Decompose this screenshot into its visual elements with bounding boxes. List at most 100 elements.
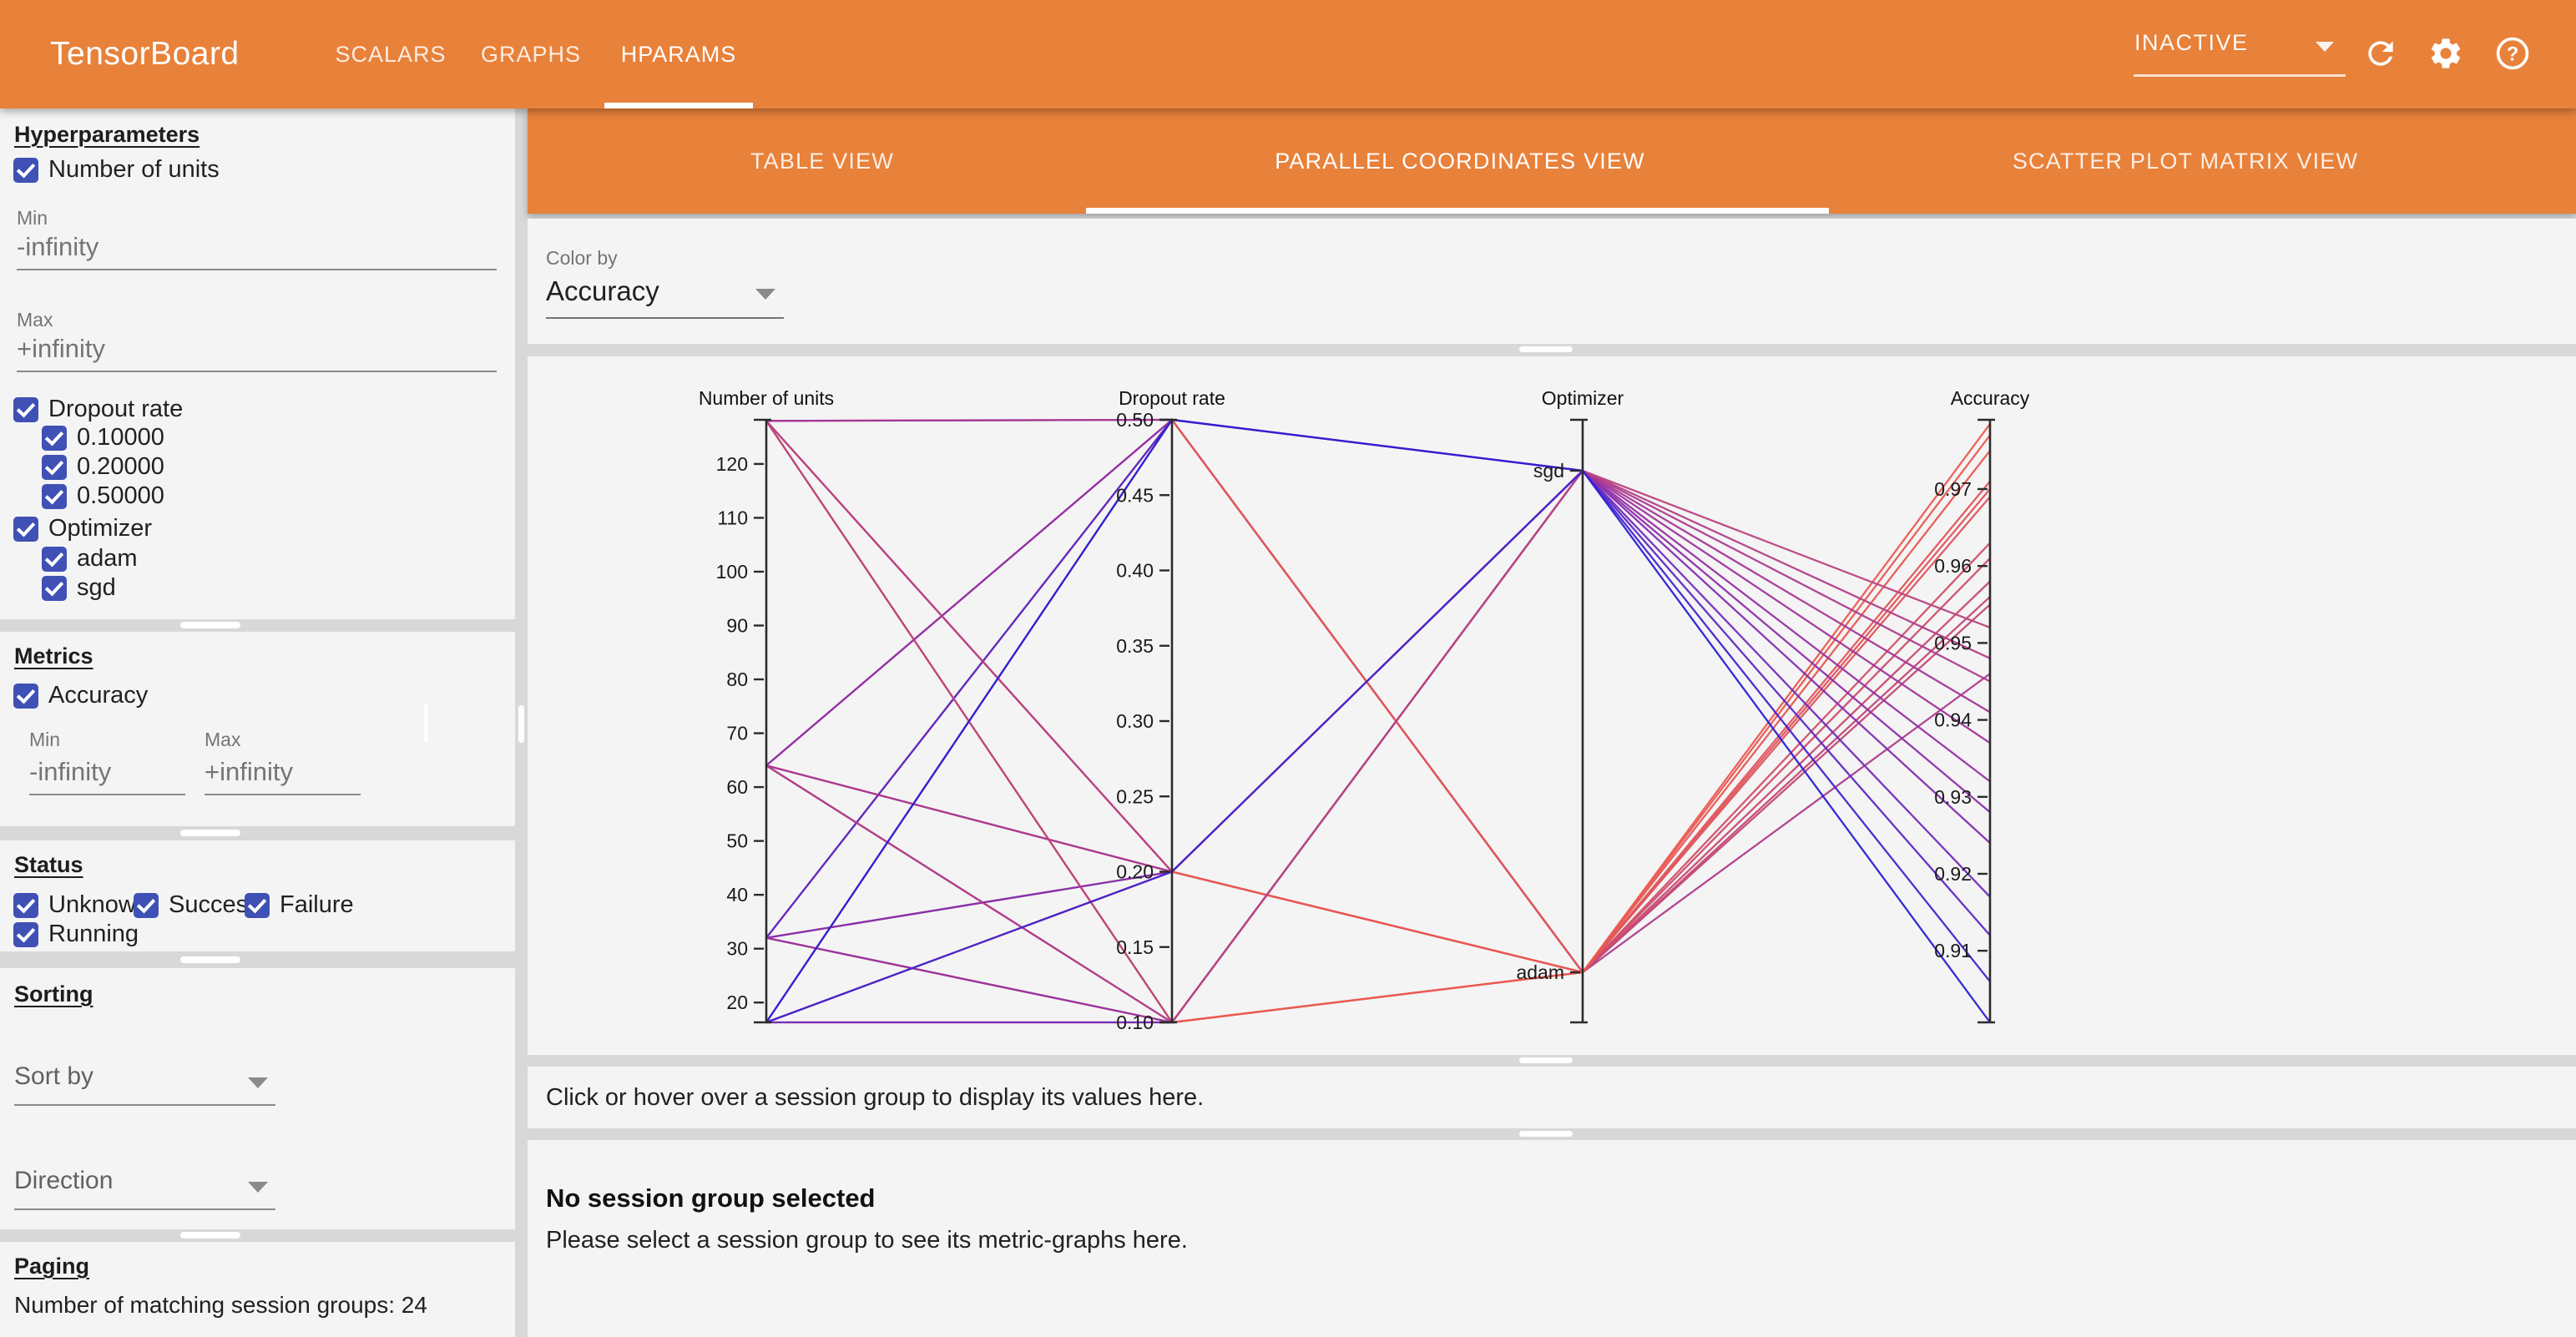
- panel-resize-handle[interactable]: [1519, 346, 1573, 352]
- session-group-line[interactable]: [765, 420, 1991, 1024]
- metric-graphs-card: No session group selected Please select …: [528, 1140, 2576, 1337]
- parallel-coordinates-chart[interactable]: Number of units 120 110 100 90 80 70 60 50 40 30 20…: [528, 356, 2576, 1055]
- hparam-min-input[interactable]: [17, 232, 497, 270]
- panel-resize-handle[interactable]: [1519, 1057, 1573, 1063]
- axis-title: Number of units: [699, 387, 834, 409]
- axis-optimizer[interactable]: Optimizer sgd adam: [1516, 387, 1624, 1024]
- hparam-max-input[interactable]: [17, 334, 497, 372]
- main-panel: TABLE VIEW PARALLEL COORDINATES VIEW SCATT…: [528, 0, 2576, 1337]
- status-running: Running: [13, 921, 139, 948]
- checkbox-checked-icon[interactable]: [42, 546, 67, 572]
- session-group-line[interactable]: [765, 418, 1991, 814]
- checkbox-label: Unknown: [48, 891, 149, 918]
- checkbox-checked-icon[interactable]: [13, 396, 38, 422]
- checkbox-checked-icon[interactable]: [42, 575, 67, 601]
- panel-resize-handle[interactable]: [180, 830, 240, 836]
- header-tab-graphs[interactable]: GRAPHS: [480, 41, 582, 67]
- sort-by-select[interactable]: Sort by: [14, 1062, 275, 1106]
- sidebar-section-metrics: Metrics Accuracy Min Max: [0, 632, 515, 826]
- session-group-line[interactable]: [765, 420, 1991, 874]
- checkbox-checked-icon[interactable]: [13, 157, 38, 183]
- runs-selector[interactable]: INACTIVE: [2134, 30, 2249, 55]
- help-icon[interactable]: ?: [2494, 35, 2531, 72]
- checkbox-checked-icon[interactable]: [13, 516, 38, 542]
- checkbox-checked-icon[interactable]: [134, 892, 159, 918]
- sidebar-section-paging: Paging Number of matching session groups…: [0, 1242, 515, 1337]
- sort-by-value: Sort by: [14, 1062, 94, 1090]
- hparam-dropout-rate: Dropout rate: [13, 396, 183, 423]
- checkbox-checked-icon[interactable]: [42, 454, 67, 480]
- panel-resize-handle[interactable]: [180, 622, 240, 628]
- header-tab-scalars[interactable]: SCALARS: [335, 41, 447, 67]
- view-tab-parallel-coordinates-view[interactable]: PARALLEL COORDINATES VIEW: [1275, 148, 1645, 174]
- axis-title: Optimizer: [1542, 387, 1624, 409]
- status-failure: Failure: [245, 891, 354, 919]
- axis-number-of-units[interactable]: Number of units 120 110 100 90 80 70 60 50 40 30 20: [699, 387, 834, 1024]
- svg-text:0.45: 0.45: [1116, 484, 1154, 506]
- svg-text:0.50: 0.50: [1116, 409, 1154, 431]
- sidebar-scrollbar[interactable]: [424, 704, 428, 743]
- view-tab-table-view[interactable]: TABLE VIEW: [750, 148, 895, 174]
- sidebar-section-sorting: Sorting Sort by Direction: [0, 968, 515, 1229]
- chevron-down-icon: [248, 1077, 268, 1088]
- section-heading: Status: [14, 852, 83, 877]
- sidebar-main-divider-handle[interactable]: [518, 705, 524, 743]
- panel-resize-handle[interactable]: [180, 1232, 240, 1239]
- direction-value: Direction: [14, 1167, 114, 1194]
- min-label: Min: [29, 729, 61, 750]
- chevron-down-icon: [248, 1182, 268, 1193]
- direction-select[interactable]: Direction: [14, 1167, 275, 1210]
- view-tab-scatter-plot-matrix-view[interactable]: SCATTER PLOT MATRIX VIEW: [2012, 148, 2359, 174]
- session-group-line[interactable]: [766, 580, 1991, 1024]
- svg-text:sgd: sgd: [1533, 460, 1564, 482]
- settings-gear-icon[interactable]: [2427, 35, 2464, 72]
- svg-text:0.40: 0.40: [1116, 560, 1154, 582]
- svg-text:60: 60: [726, 776, 748, 798]
- session-group-line[interactable]: [765, 488, 1991, 974]
- metric-min-input[interactable]: [29, 757, 185, 795]
- svg-text:0.92: 0.92: [1934, 863, 1972, 885]
- empty-state-title: No session group selected: [546, 1183, 876, 1213]
- checkbox-checked-icon[interactable]: [42, 425, 67, 451]
- session-group-line[interactable]: [765, 418, 1991, 1023]
- refresh-icon[interactable]: [2362, 35, 2399, 72]
- metric-max-input[interactable]: [205, 757, 361, 795]
- axis-title: Accuracy: [1951, 387, 2030, 409]
- svg-text:0.35: 0.35: [1116, 635, 1154, 657]
- chevron-down-icon: [755, 289, 775, 300]
- section-heading: Sorting: [14, 981, 93, 1007]
- session-group-line[interactable]: [765, 469, 1991, 1024]
- chevron-down-icon[interactable]: [2316, 42, 2334, 52]
- svg-text:80: 80: [726, 668, 748, 690]
- axis-accuracy[interactable]: Accuracy 0.97 0.96 0.95 0.94 0.93 0.92 0.91: [1934, 387, 2030, 1024]
- checkbox-checked-icon[interactable]: [13, 683, 38, 709]
- checkbox-checked-icon[interactable]: [13, 921, 38, 947]
- checkbox-checked-icon[interactable]: [42, 483, 67, 509]
- section-heading: Paging: [14, 1254, 90, 1279]
- svg-text:0.10: 0.10: [1116, 1012, 1154, 1033]
- header-tab-hparams[interactable]: HPARAMS: [620, 41, 737, 67]
- session-group-line[interactable]: [765, 418, 1991, 974]
- matching-groups-count: Number of matching session groups: 24: [14, 1292, 427, 1318]
- hparam-optimizer-value: sgd: [42, 574, 116, 602]
- colorby-underline: [546, 317, 784, 319]
- panel-resize-handle[interactable]: [180, 956, 240, 963]
- session-group-line[interactable]: [765, 418, 1991, 939]
- colorby-label: Color by: [546, 247, 618, 269]
- svg-text:adam: adam: [1516, 961, 1564, 983]
- empty-state-subtitle: Please select a session group to see its…: [546, 1227, 1188, 1254]
- status-unknown: Unknown: [13, 891, 149, 919]
- svg-text:0.91: 0.91: [1934, 940, 1972, 961]
- checkbox-checked-icon[interactable]: [245, 892, 270, 918]
- session-group-line[interactable]: [765, 496, 1991, 1024]
- max-label: Max: [205, 729, 241, 750]
- checkbox-checked-icon[interactable]: [13, 892, 38, 918]
- svg-text:0.93: 0.93: [1934, 786, 1972, 808]
- session-group-line[interactable]: [765, 418, 1991, 1023]
- panel-resize-handle[interactable]: [1519, 1131, 1573, 1137]
- colorby-select[interactable]: Accuracy: [546, 275, 659, 306]
- session-group-line[interactable]: [765, 420, 1991, 1024]
- svg-text:0.20: 0.20: [1116, 861, 1154, 883]
